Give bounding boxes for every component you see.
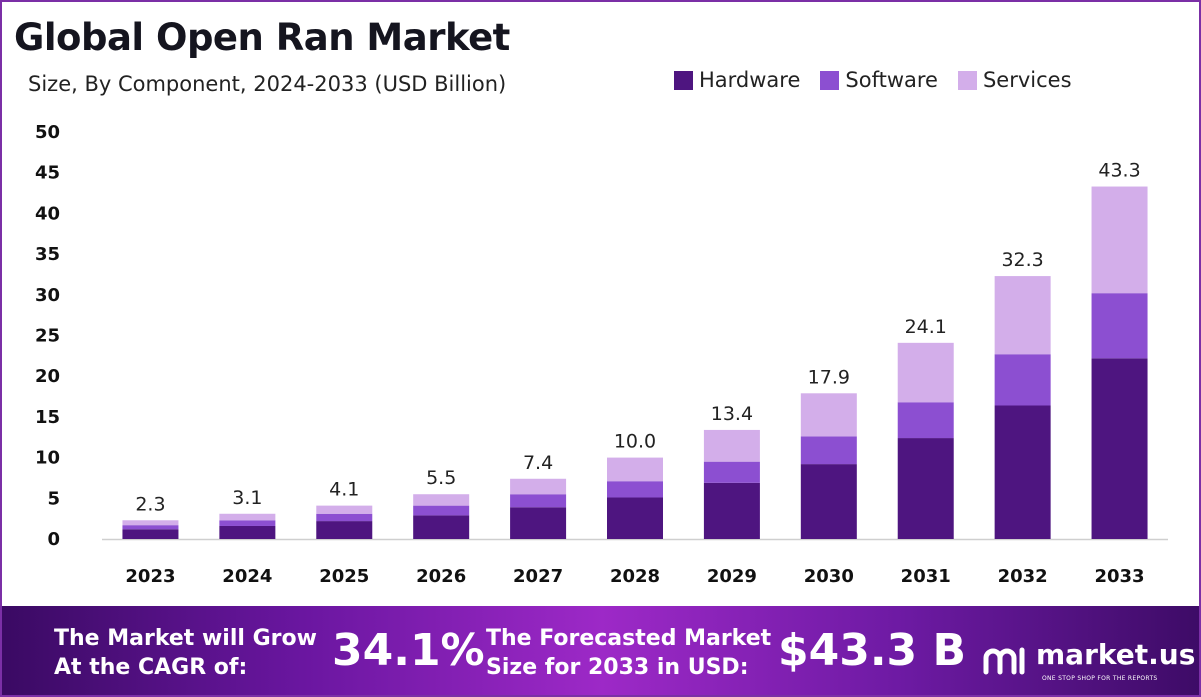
x-tick-label-2030: 2030 xyxy=(804,566,854,587)
x-tick-label-2028: 2028 xyxy=(610,566,660,587)
bar-chart: 051015202530354045502.320233.120244.1202… xyxy=(35,122,1168,587)
total-label-2032: 32.3 xyxy=(1001,249,1043,271)
total-label-2027: 7.4 xyxy=(523,452,553,474)
brand-tagline: ONE STOP SHOP FOR THE REPORTS xyxy=(1042,675,1158,682)
y-tick-label: 30 xyxy=(35,285,60,306)
chart-subtitle: Size, By Component, 2024-2033 (USD Billi… xyxy=(28,72,507,96)
total-label-2031: 24.1 xyxy=(905,316,947,338)
x-tick-label-2024: 2024 xyxy=(222,566,272,587)
legend: Hardware Software Services xyxy=(674,68,1092,92)
bar-software-2027 xyxy=(510,494,567,508)
legend-item-hardware: Hardware xyxy=(674,68,800,92)
forecast-label-line1: The Forecasted Market xyxy=(486,626,772,651)
cagr-label-line1: The Market will Grow xyxy=(54,626,317,651)
y-tick-label: 40 xyxy=(35,203,60,224)
bar-software-2025 xyxy=(316,513,373,522)
legend-swatch-services xyxy=(957,70,977,90)
cagr-label: The Market will Grow At the CAGR of: xyxy=(54,624,317,682)
bar-services-2032 xyxy=(994,276,1051,355)
total-label-2025: 4.1 xyxy=(329,479,359,501)
bar-hardware-2033 xyxy=(1091,358,1148,539)
legend-label-software: Software xyxy=(845,68,938,92)
total-label-2024: 3.1 xyxy=(232,487,262,509)
footer-banner: The Market will Grow At the CAGR of: 34.… xyxy=(2,606,1199,695)
y-tick-label: 50 xyxy=(35,122,60,143)
cagr-label-line2: At the CAGR of: xyxy=(54,655,248,680)
legend-swatch-software xyxy=(820,70,840,90)
x-tick-label-2031: 2031 xyxy=(901,566,951,587)
bar-hardware-2032 xyxy=(994,405,1051,539)
forecast-label: The Forecasted Market Size for 2033 in U… xyxy=(486,624,771,682)
x-tick-label-2026: 2026 xyxy=(416,566,466,587)
forecast-label-line2: Size for 2033 in USD: xyxy=(486,655,749,680)
bar-software-2026 xyxy=(413,505,470,516)
y-tick-label: 5 xyxy=(47,488,60,509)
chart-title: Global Open Ran Market xyxy=(14,16,510,59)
bar-services-2029 xyxy=(703,429,760,462)
total-label-2030: 17.9 xyxy=(808,366,850,388)
market-us-logo-icon xyxy=(983,647,1025,675)
total-label-2023: 2.3 xyxy=(135,493,165,515)
bar-software-2030 xyxy=(800,436,857,465)
bar-services-2025 xyxy=(316,505,373,514)
bar-software-2028 xyxy=(607,481,663,498)
bar-hardware-2030 xyxy=(800,464,857,539)
total-label-2028: 10.0 xyxy=(614,431,656,453)
bar-software-2031 xyxy=(897,402,954,439)
legend-label-services: Services xyxy=(982,68,1072,92)
x-tick-label-2025: 2025 xyxy=(319,566,369,587)
bar-services-2023 xyxy=(122,520,179,526)
bar-hardware-2029 xyxy=(703,482,760,539)
bar-services-2026 xyxy=(413,494,470,506)
y-tick-label: 25 xyxy=(35,326,60,347)
bar-software-2029 xyxy=(703,461,760,483)
bar-software-2033 xyxy=(1091,293,1148,359)
x-tick-label-2033: 2033 xyxy=(1094,566,1144,587)
bar-software-2023 xyxy=(122,525,179,530)
y-tick-label: 20 xyxy=(35,366,60,387)
y-tick-label: 35 xyxy=(35,244,60,265)
x-tick-label-2029: 2029 xyxy=(707,566,757,587)
bar-services-2028 xyxy=(607,457,663,482)
bar-hardware-2023 xyxy=(122,529,179,539)
y-tick-label: 10 xyxy=(35,448,60,469)
brand-name: market.us xyxy=(1036,638,1196,671)
legend-label-hardware: Hardware xyxy=(699,68,801,92)
bar-hardware-2026 xyxy=(413,515,470,539)
x-tick-label-2023: 2023 xyxy=(125,566,175,587)
x-tick-label-2027: 2027 xyxy=(513,566,563,587)
bar-hardware-2028 xyxy=(607,497,663,539)
bar-hardware-2025 xyxy=(316,521,373,539)
bar-services-2031 xyxy=(897,342,954,403)
y-tick-label: 0 xyxy=(47,529,60,550)
x-tick-label-2032: 2032 xyxy=(998,566,1048,587)
total-label-2033: 43.3 xyxy=(1098,160,1140,182)
bar-hardware-2024 xyxy=(219,525,276,539)
legend-item-services: Services xyxy=(957,68,1072,92)
legend-item-software: Software xyxy=(820,68,938,92)
bar-software-2024 xyxy=(219,520,276,526)
bar-services-2033 xyxy=(1091,186,1148,294)
bar-services-2027 xyxy=(510,478,567,495)
bar-services-2030 xyxy=(800,393,857,437)
bar-hardware-2031 xyxy=(897,438,954,539)
bar-services-2024 xyxy=(219,513,276,521)
legend-swatch-hardware xyxy=(674,70,693,90)
total-label-2026: 5.5 xyxy=(426,467,456,489)
forecast-value: $43.3 B xyxy=(778,625,967,676)
bar-software-2032 xyxy=(994,354,1051,406)
y-tick-label: 15 xyxy=(35,407,60,428)
y-tick-label: 45 xyxy=(35,163,60,184)
total-label-2029: 13.4 xyxy=(711,403,753,425)
bar-hardware-2027 xyxy=(510,507,567,539)
cagr-value: 34.1% xyxy=(332,625,485,676)
